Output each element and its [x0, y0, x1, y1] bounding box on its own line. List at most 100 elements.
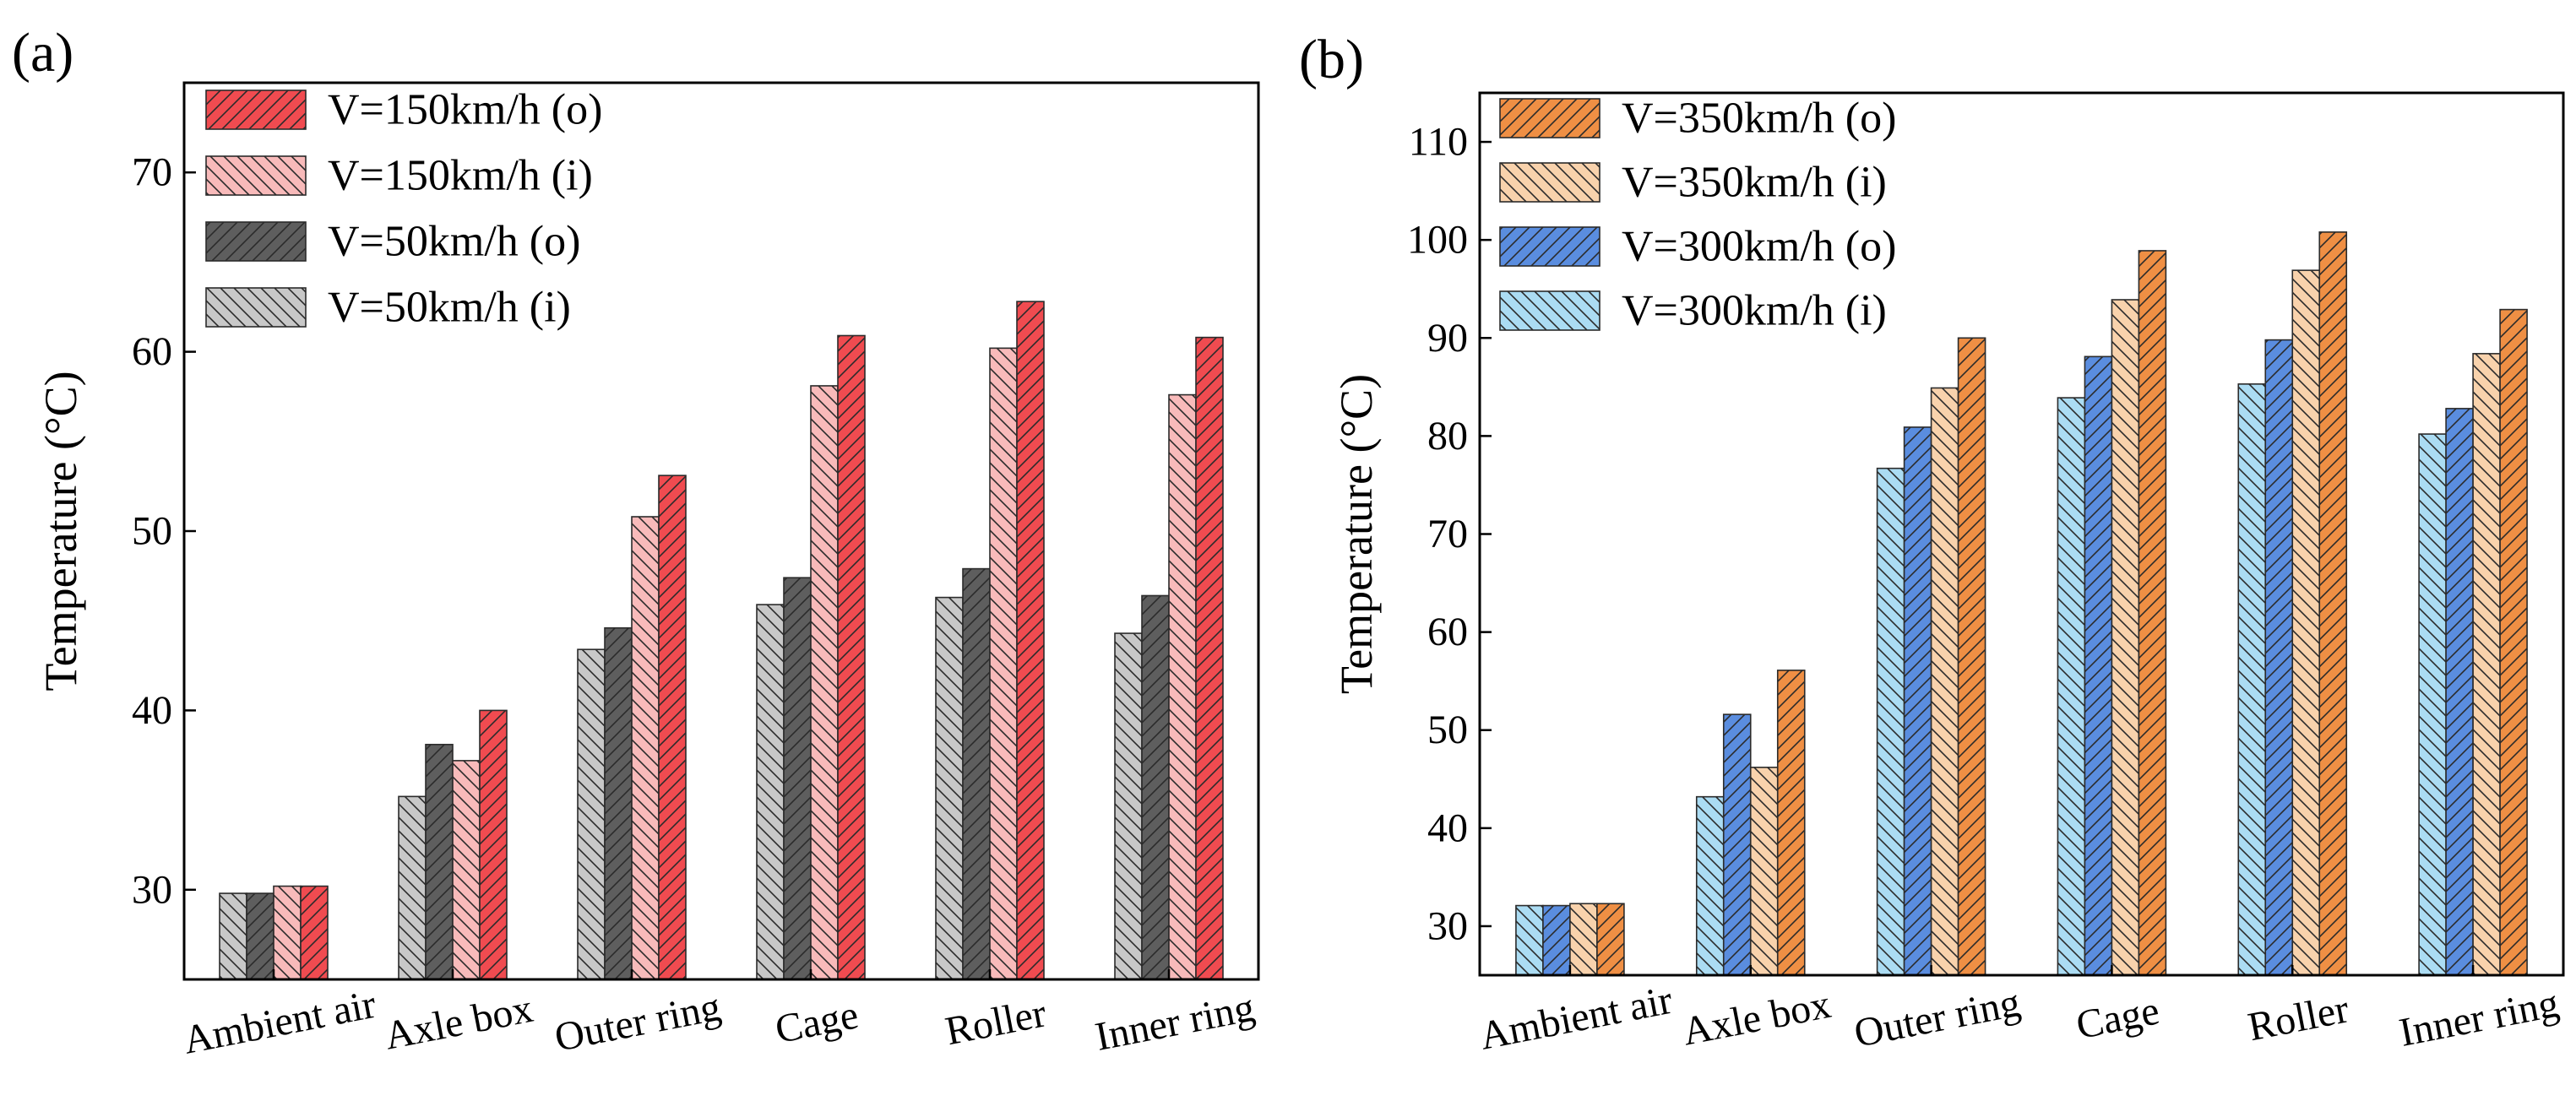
legend-swatch [1499, 226, 1600, 267]
bar-roller-v-150km-h-o [1016, 301, 1045, 980]
bar-axle-box-v-150km-h-i [452, 760, 481, 980]
y-tick-label: 40 [1427, 805, 1468, 850]
x-tick-label-axle-box: Axle box [1679, 982, 1834, 1055]
bar-axle-box-v-150km-h-o [479, 709, 508, 980]
bar-axle-box-v-350km-h-o [1776, 670, 1806, 976]
bar-outer-ring-v-150km-h-o [658, 475, 687, 980]
x-tick-label-cage: Cage [2073, 988, 2163, 1048]
bar-axle-box-v-300km-h-o [1722, 713, 1752, 976]
y-axis-label: Temperature (°C) [35, 371, 86, 691]
legend-label: V=350km/h (o) [1622, 95, 1896, 143]
bar-inner-ring-v-350km-h-o [2499, 308, 2528, 976]
x-tick-label-inner-ring: Inner ring [2396, 981, 2562, 1055]
panel-label: (b) [1299, 29, 1364, 90]
y-tick-label: 30 [1427, 903, 1468, 948]
legend-swatch [1499, 290, 1600, 331]
y-tick-label: 40 [132, 688, 172, 733]
bars [1515, 231, 2528, 976]
y-tick-label: 90 [1427, 316, 1468, 361]
bar-roller-v-300km-h-i [2237, 383, 2267, 976]
y-tick-label: 60 [132, 329, 172, 374]
x-tick-label-roller: Roller [2244, 986, 2352, 1049]
legend-label: V=300km/h (o) [1622, 223, 1896, 271]
y-tick-label: 100 [1407, 218, 1468, 263]
bar-outer-ring-v-350km-h-o [1957, 337, 1986, 976]
x-tick-label-ambient-air: Ambient air [180, 982, 379, 1063]
y-ticks: 30 40 50 60 70 80 90 100 110 [1407, 120, 1492, 948]
bar-ambient-air-v-300km-h-o [1542, 904, 1571, 976]
legend-swatch [1499, 162, 1600, 203]
bars [219, 301, 1224, 980]
bar-cage-v-300km-h-o [2084, 355, 2113, 976]
bar-cage-v-50km-h-i [756, 604, 785, 980]
y-tick-label: 60 [1427, 610, 1468, 654]
y-tick-label: 70 [1427, 512, 1468, 556]
legend: V=150km/h (o) V=150km/h (i) V=50km/h (o) V=… [205, 86, 602, 332]
bar-outer-ring-v-50km-h-o [604, 626, 633, 980]
panel-b: (b) Temperature (°C) 30 40 50 60 70 80 90 100 11… [1299, 29, 2565, 1059]
y-axis-label: Temperature (°C) [1331, 374, 1382, 694]
bar-ambient-air-v-50km-h-i [219, 892, 247, 980]
bar-ambient-air-v-150km-h-o [300, 885, 329, 980]
legend-label: V=350km/h (i) [1622, 159, 1887, 207]
legend-label: V=300km/h (i) [1622, 287, 1887, 335]
bar-axle-box-v-300km-h-i [1695, 795, 1725, 976]
y-tick-label: 50 [132, 509, 172, 554]
bar-roller-v-50km-h-i [935, 596, 964, 980]
legend-label: V=150km/h (o) [328, 86, 602, 134]
bar-cage-v-150km-h-i [810, 385, 839, 980]
bar-inner-ring-v-300km-h-i [2418, 433, 2447, 976]
x-tick-label-roller: Roller [942, 990, 1050, 1054]
bar-inner-ring-v-150km-h-i [1168, 393, 1197, 980]
bar-ambient-air-v-50km-h-o [246, 892, 274, 980]
panel-label: (a) [12, 22, 73, 84]
x-tick-label-ambient-air: Ambient air [1476, 978, 1676, 1059]
legend-swatch [205, 89, 307, 130]
bar-outer-ring-v-300km-h-i [1876, 467, 1905, 976]
bar-inner-ring-v-350km-h-i [2472, 353, 2501, 976]
legend-label: V=50km/h (i) [328, 284, 571, 332]
x-tick-label-axle-box: Axle box [381, 986, 536, 1059]
bar-roller-v-50km-h-o [962, 567, 991, 980]
bar-inner-ring-v-300km-h-o [2445, 408, 2474, 976]
bar-ambient-air-v-150km-h-i [273, 885, 302, 980]
legend-item-v-300km-h-i: V=300km/h (i) [1499, 287, 1887, 335]
bar-outer-ring-v-300km-h-o [1903, 426, 1932, 976]
bar-axle-box-v-50km-h-o [425, 743, 454, 980]
x-ticks: Ambient air Axle box Outer ring Cage Roller I… [1476, 965, 2562, 1059]
x-tick-label-cage: Cage [772, 992, 862, 1052]
y-tick-label: 70 [132, 150, 172, 195]
bar-cage-v-350km-h-o [2138, 250, 2167, 976]
legend-label: V=50km/h (o) [328, 218, 580, 266]
bar-inner-ring-v-150km-h-o [1195, 336, 1224, 980]
bar-inner-ring-v-50km-h-i [1114, 632, 1143, 980]
bar-ambient-air-v-300km-h-i [1515, 904, 1544, 976]
x-tick-label-outer-ring: Outer ring [552, 984, 725, 1060]
x-tick-label-outer-ring: Outer ring [1850, 980, 2024, 1056]
bar-ambient-air-v-350km-h-i [1569, 903, 1598, 976]
bar-inner-ring-v-50km-h-o [1141, 594, 1170, 980]
legend-swatch [205, 221, 307, 262]
bar-roller-v-150km-h-i [989, 347, 1018, 980]
legend-item-v-50km-h-i: V=50km/h (i) [205, 284, 571, 332]
legend-label: V=150km/h (i) [328, 152, 593, 200]
bar-cage-v-350km-h-i [2111, 299, 2140, 976]
bar-axle-box-v-350km-h-i [1749, 767, 1779, 976]
bar-ambient-air-v-350km-h-o [1596, 903, 1625, 976]
bar-roller-v-350km-h-i [2291, 269, 2321, 976]
legend-item-v-350km-h-o: V=350km/h (o) [1499, 95, 1896, 143]
bar-cage-v-50km-h-o [783, 577, 812, 980]
y-tick-label: 110 [1409, 120, 1468, 165]
bar-cage-v-150km-h-o [837, 334, 866, 980]
legend-item-v-300km-h-o: V=300km/h (o) [1499, 223, 1896, 271]
bar-outer-ring-v-50km-h-i [577, 648, 606, 980]
y-ticks: 30 40 50 60 70 [132, 150, 196, 912]
y-tick-label: 80 [1427, 414, 1468, 458]
bar-roller-v-300km-h-o [2264, 339, 2294, 976]
legend-swatch [205, 287, 307, 328]
y-tick-label: 30 [132, 867, 172, 912]
legend: V=350km/h (o) V=350km/h (i) V=300km/h (o) V… [1499, 95, 1896, 335]
y-tick-label: 50 [1427, 708, 1468, 752]
